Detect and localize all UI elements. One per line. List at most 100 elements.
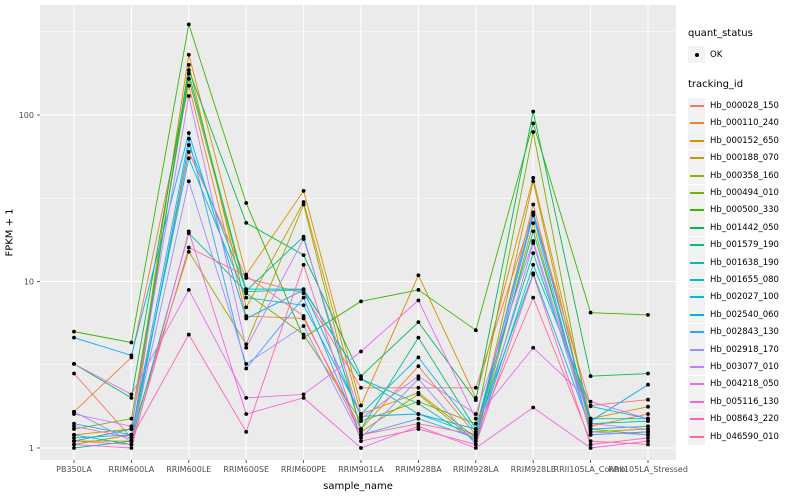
data-point	[186, 249, 191, 254]
data-point	[72, 421, 76, 426]
data-point	[588, 310, 593, 315]
data-point	[416, 416, 421, 421]
legend-line-swatch	[689, 383, 704, 386]
legend-key-icon	[688, 219, 705, 237]
data-point	[186, 22, 191, 27]
legend-label: Hb_002843_130	[710, 327, 779, 338]
legend-label: Hb_001579_190	[710, 240, 779, 251]
y-tick-label: 100	[19, 111, 34, 120]
data-point	[359, 403, 363, 408]
data-point	[531, 175, 536, 180]
legend-key-ok	[688, 46, 705, 64]
data-point	[72, 435, 76, 440]
legend-key-icon	[688, 358, 705, 376]
data-point	[416, 298, 421, 303]
legend-entry-Hb_046590_010: Hb_046590_010	[688, 428, 800, 445]
legend-label: Hb_001442_050	[710, 222, 779, 233]
data-point	[646, 416, 650, 421]
data-point	[588, 429, 593, 434]
data-point	[186, 136, 191, 141]
x-tick-label: RRIM928LA	[453, 465, 499, 474]
legend-line-swatch	[689, 157, 704, 160]
data-point	[359, 377, 363, 381]
data-point	[588, 374, 593, 379]
data-point	[301, 335, 306, 340]
data-point	[301, 392, 306, 397]
legend-label: Hb_005116_130	[710, 396, 779, 407]
data-point	[301, 253, 306, 258]
data-point	[588, 424, 593, 429]
legend-key-icon	[688, 167, 705, 185]
legend-line-swatch	[689, 348, 704, 351]
data-point	[531, 405, 536, 410]
data-point	[416, 424, 421, 429]
data-point	[473, 328, 478, 333]
data-point	[473, 398, 478, 402]
x-tick-label: RRIM928BA	[395, 465, 442, 474]
data-point	[473, 421, 478, 426]
data-point	[531, 109, 536, 114]
data-point	[72, 439, 76, 444]
point-marker-icon	[694, 52, 699, 57]
data-point	[473, 427, 478, 431]
legend-entry-Hb_000028_150: Hb_000028_150	[688, 97, 800, 115]
legend-entry-Hb_002843_130: Hb_002843_130	[688, 323, 800, 341]
data-point	[359, 427, 363, 431]
legend-entry-Hb_000110_240: Hb_000110_240	[688, 114, 800, 132]
data-point	[359, 416, 363, 421]
legend-key-icon	[688, 97, 705, 115]
x-tick-label: RRIM928LE	[511, 465, 556, 474]
data-point	[129, 340, 134, 345]
legend-entry-ok: OK	[688, 46, 800, 64]
data-point	[244, 316, 249, 321]
legend-label: Hb_002027_100	[710, 292, 779, 303]
legend-line-swatch	[689, 418, 704, 421]
legend-label: Hb_000152_650	[710, 135, 779, 146]
data-point	[416, 427, 421, 431]
legend-key-icon	[688, 428, 705, 445]
data-point	[301, 332, 306, 337]
data-point	[588, 404, 593, 409]
y-tick-label: 10	[24, 278, 34, 287]
x-tick-label: RRII105LA_Stressed	[608, 465, 688, 474]
data-point	[646, 313, 650, 317]
legend-line-swatch	[689, 192, 704, 195]
data-point	[531, 272, 536, 277]
x-tick-label: RRIM901LA	[338, 465, 384, 474]
data-point	[301, 314, 306, 318]
legend-line-swatch	[689, 122, 704, 125]
data-point	[301, 324, 306, 328]
data-point	[416, 401, 421, 406]
data-point	[473, 432, 478, 437]
legend-line-swatch	[689, 244, 704, 247]
data-point	[473, 439, 478, 444]
data-point	[416, 320, 421, 325]
x-tick-label: PB350LA	[56, 465, 92, 474]
data-point	[646, 371, 650, 376]
legend-line-swatch	[689, 139, 704, 142]
data-point	[359, 299, 363, 304]
data-point	[416, 335, 421, 340]
legend-entry-Hb_000358_160: Hb_000358_160	[688, 167, 800, 185]
data-point	[359, 439, 363, 444]
data-point	[244, 366, 249, 371]
data-point	[72, 335, 76, 340]
data-point	[186, 156, 191, 161]
legend-line-swatch	[689, 209, 704, 212]
data-point	[129, 392, 134, 397]
legend-label: Hb_002540_060	[710, 309, 779, 320]
x-tick-label: RRIM600SE	[223, 465, 269, 474]
data-point	[186, 179, 191, 184]
legend-label: Hb_003077_010	[710, 361, 779, 372]
data-point	[244, 274, 249, 278]
data-point	[531, 121, 536, 126]
data-point	[301, 303, 306, 308]
legend-entry-Hb_001638_190: Hb_001638_190	[688, 254, 800, 272]
data-point	[301, 395, 306, 400]
data-point	[646, 429, 650, 434]
x-tick-label: RRII105LA_Control	[554, 465, 628, 474]
legend-label: Hb_000188_070	[710, 153, 779, 164]
data-point	[416, 288, 421, 292]
legend-key-icon	[688, 323, 705, 341]
data-point	[588, 439, 593, 444]
